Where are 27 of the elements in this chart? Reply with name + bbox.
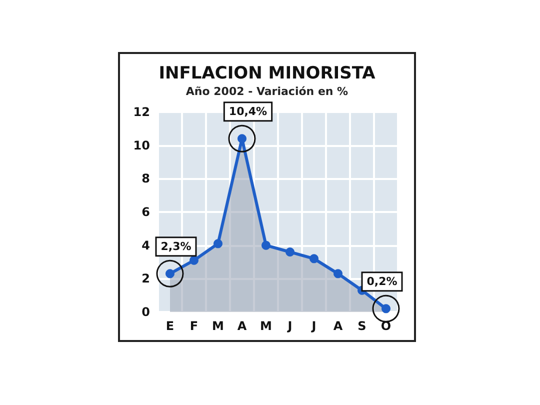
annotation: 10,4%: [228, 105, 268, 118]
annotation: 2,3%: [160, 240, 192, 254]
y-tick-label: 12: [133, 105, 150, 119]
chart-subtitle: Año 2002 - Variación en %: [186, 85, 348, 98]
annotation: 0,2%: [366, 275, 398, 288]
point: [286, 248, 294, 256]
x-tick-label: J: [310, 319, 316, 333]
chart-title: INFLACION MINORISTA: [158, 64, 376, 84]
x-tick-label: S: [358, 319, 366, 333]
x-tick-label: A: [237, 319, 248, 333]
point: [190, 256, 198, 265]
y-tick-label: 0: [142, 305, 150, 319]
point: [214, 239, 222, 248]
point: [334, 269, 342, 278]
x-tick-label: M: [260, 319, 272, 333]
y-tick-label: 6: [142, 205, 150, 219]
y-tick-label: 2: [142, 272, 150, 286]
y-tick-label: 8: [142, 172, 150, 186]
x-tick-label: E: [166, 319, 174, 333]
x-tick-label: F: [190, 319, 198, 333]
x-tick-label: J: [286, 319, 292, 333]
point: [262, 240, 270, 250]
y-tick-label: 10: [133, 138, 150, 152]
point: [310, 254, 318, 264]
y-tick-label: 4: [142, 238, 150, 252]
x-tick-label: M: [212, 319, 224, 333]
x-tick-label: A: [333, 319, 344, 333]
